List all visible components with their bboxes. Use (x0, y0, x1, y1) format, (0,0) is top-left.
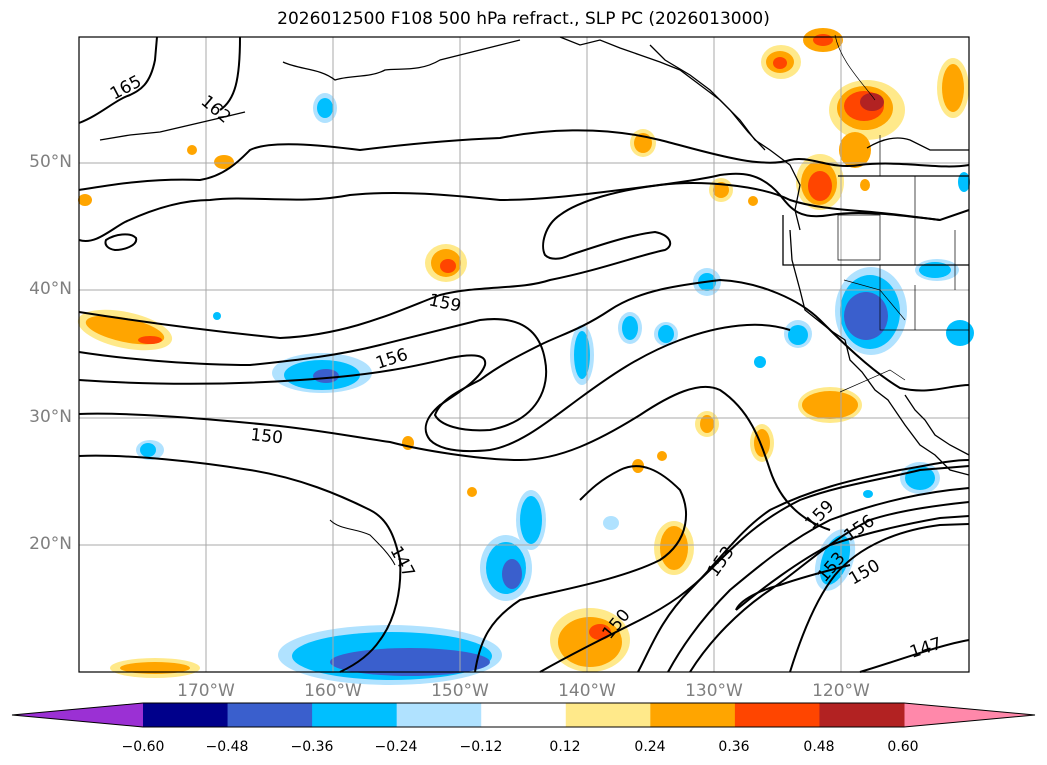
lon-label: 170°W (177, 681, 235, 701)
lat-label: 40°N (29, 279, 72, 299)
colorbar-cell (650, 703, 736, 727)
colorbar-tick: 0.24 (634, 739, 666, 755)
lon-label: 150°W (431, 681, 489, 701)
colorbar-tick: −0.24 (374, 739, 418, 755)
colorbar-cell (396, 703, 482, 727)
colorbar-tick: 0.60 (887, 739, 919, 755)
colorbar-cell (734, 703, 820, 727)
colorbar-cell (227, 703, 313, 727)
lat-label: 50°N (29, 152, 72, 172)
colorbar-tick: −0.48 (205, 739, 249, 755)
colorbar-tick: −0.60 (121, 739, 165, 755)
contour-label: 150 (249, 425, 283, 448)
lon-label: 160°W (304, 681, 362, 701)
colorbar-under-arrow (12, 703, 143, 727)
lon-label: 140°W (558, 681, 616, 701)
colorbar-tick: 0.48 (803, 739, 835, 755)
coastlines (99, 34, 970, 566)
colorbar-tick: 0.36 (718, 739, 750, 755)
colorbar (11, 702, 1036, 728)
colorbar-tick: −0.12 (459, 739, 503, 755)
colorbar-cell (565, 703, 651, 727)
colorbar-cell (819, 703, 905, 727)
colorbar-tick: 0.12 (549, 739, 581, 755)
lat-label: 20°N (29, 534, 72, 554)
lon-label: 120°W (812, 681, 870, 701)
height-contours (78, 36, 970, 673)
colorbar-cell (312, 703, 398, 727)
lon-label: 130°W (685, 681, 743, 701)
colorbar-over-arrow (904, 703, 1035, 727)
map-frame (78, 36, 970, 673)
colorbar-tick: −0.36 (290, 739, 334, 755)
colorbar-cell (481, 703, 567, 727)
colorbar-cell (143, 703, 229, 727)
map-title: 2026012500 F108 500 hPa refract., SLP PC… (277, 9, 770, 29)
lat-label: 30°N (29, 407, 72, 427)
